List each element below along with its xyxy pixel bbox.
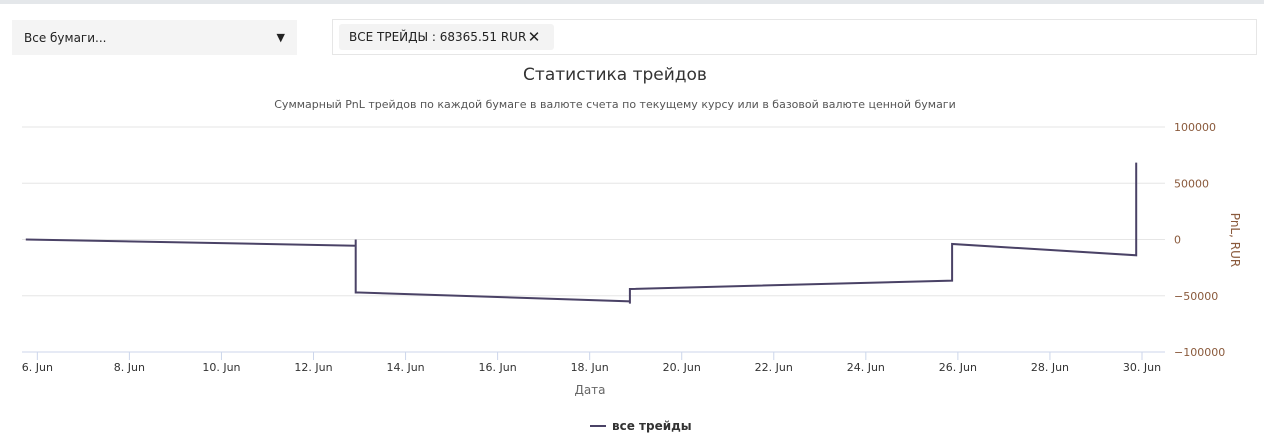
y-grid [22, 126, 1165, 297]
x-tick-label: 22. Jun [755, 361, 793, 374]
y-tick-label: −100000 [1174, 346, 1225, 359]
y-tick-label: 50000 [1174, 177, 1209, 190]
x-tick-label: 28. Jun [1031, 361, 1069, 374]
filter-chip: ВСЕ ТРЕЙДЫ : 68365.51 RUR ✕ [339, 24, 555, 50]
x-tick-label: 16. Jun [479, 361, 517, 374]
x-tick-label: 18. Jun [571, 361, 609, 374]
legend-label[interactable]: все трейды [612, 419, 692, 433]
chevron-down-icon[interactable]: ▼ [276, 31, 285, 44]
filter-box[interactable]: ВСЕ ТРЕЙДЫ : 68365.51 RUR ✕ [332, 19, 1257, 55]
x-tick-label: 30. Jun [1123, 361, 1161, 374]
chart-subtitle: Суммарный PnL трейдов по каждой бумаге в… [274, 98, 955, 111]
x-axis-title: Дата [574, 383, 605, 397]
instrument-select[interactable]: Все бумаги... ▼ [12, 20, 297, 55]
y-tick-label: 0 [1174, 234, 1181, 247]
instrument-select-value: Все бумаги... [24, 30, 107, 45]
legend-item[interactable]: все трейды [590, 419, 692, 433]
y-tick-label: 100000 [1174, 121, 1216, 134]
pnl-chart: Статистика трейдов Суммарный PnL трейдов… [22, 65, 1242, 433]
x-tick-label: 10. Jun [202, 361, 240, 374]
y-tick-label: −50000 [1174, 290, 1218, 303]
x-tick-label: 6. Jun [22, 361, 53, 374]
y-axis: 100000 50000 0 −50000 −100000 [1174, 121, 1225, 359]
filter-chip-label: ВСЕ ТРЕЙДЫ : 68365.51 RUR [349, 30, 527, 44]
x-axis: 6. Jun 8. Jun 10. Jun 12. Jun 14. Jun 16. Jun… [22, 352, 1161, 374]
x-tick-label: 8. Jun [114, 361, 145, 374]
x-tick-label: 12. Jun [294, 361, 332, 374]
chart-title: Статистика трейдов [523, 65, 707, 85]
x-tick-label: 20. Jun [663, 361, 701, 374]
x-tick-label: 14. Jun [386, 361, 424, 374]
series-line [25, 162, 1138, 304]
top-border [0, 0, 1264, 4]
y-axis-title: PnL, RUR [1228, 213, 1242, 267]
x-tick-label: 24. Jun [847, 361, 885, 374]
x-tick-label: 26. Jun [939, 361, 977, 374]
close-icon[interactable]: ✕ [527, 28, 541, 46]
